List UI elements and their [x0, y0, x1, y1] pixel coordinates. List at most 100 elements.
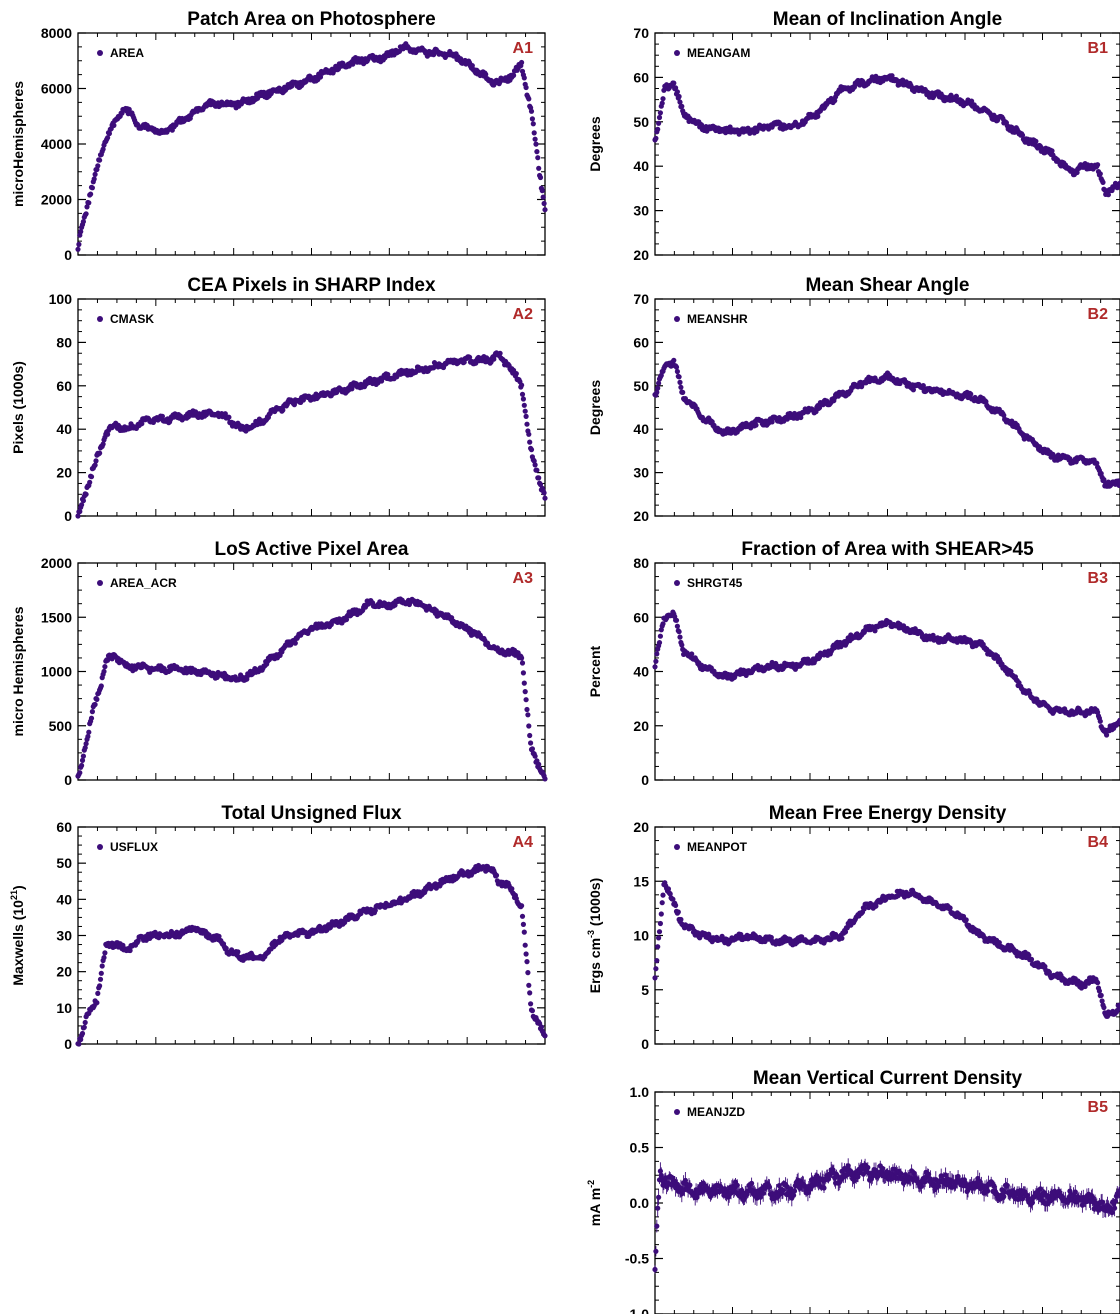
data-point [88, 191, 94, 197]
data-point [292, 640, 298, 646]
y-axis-label: micro Hemispheres [10, 606, 26, 736]
data-point [738, 931, 744, 938]
data-point [77, 770, 83, 776]
panel-b1: Mean of Inclination Angle 20 30 40 50 60 70 Deg… [587, 9, 1120, 263]
data-point [753, 422, 759, 428]
data-point [963, 917, 969, 923]
data-point [91, 176, 97, 182]
data-point [524, 959, 530, 965]
y-tick-label: 10 [56, 1000, 72, 1016]
data-point [1096, 988, 1102, 994]
data-point [1117, 180, 1120, 186]
data-point [534, 467, 540, 473]
data-point [520, 921, 527, 928]
legend-marker [97, 844, 103, 850]
data-point [689, 651, 695, 657]
panel-title: Mean Vertical Current Density [753, 1068, 1023, 1089]
y-tick-label: 30 [633, 465, 649, 481]
y-tick-label: 20 [633, 247, 649, 263]
data-point [159, 413, 165, 419]
y-tick-label: 10 [633, 928, 649, 944]
data-point [656, 380, 662, 386]
data-point [678, 384, 684, 390]
data-point [127, 947, 133, 954]
y-tick-label: 40 [633, 158, 649, 174]
data-point [660, 621, 666, 627]
y-tick-label: 4000 [41, 136, 72, 152]
data-point [674, 368, 681, 375]
data-point [79, 762, 85, 769]
data-point [656, 935, 662, 941]
data-point [527, 990, 533, 996]
data-point [521, 680, 527, 686]
data-point [667, 891, 673, 897]
data-point [519, 660, 526, 666]
data-point [92, 462, 98, 468]
data-point [1099, 998, 1105, 1004]
panel-id-label: A3 [513, 570, 534, 587]
data-point [996, 940, 1002, 946]
data-point [521, 402, 527, 408]
legend-marker [674, 580, 680, 586]
data-point [655, 944, 661, 950]
panel-id-label: B3 [1088, 570, 1109, 587]
y-tick-label: 20 [633, 819, 649, 835]
data-point [872, 628, 878, 634]
data-point [659, 900, 665, 906]
data-point [78, 229, 84, 235]
data-point [531, 130, 537, 136]
data-point [120, 942, 126, 948]
data-point [660, 96, 666, 102]
data-point [657, 920, 664, 927]
data-point [654, 389, 660, 395]
data-point [1082, 983, 1088, 990]
data-point [1101, 477, 1107, 483]
y-tick-label: 0 [641, 772, 649, 788]
y-axis-label: Percent [587, 645, 603, 697]
data-point [953, 93, 960, 99]
y-tick-label: 60 [56, 819, 72, 835]
legend-label: MEANPOT [687, 840, 748, 854]
data-point [541, 490, 547, 496]
y-tick-label: 0 [64, 508, 72, 524]
data-point [535, 155, 541, 161]
data-point [527, 439, 533, 445]
data-point [75, 513, 81, 519]
panel-b3: Fraction of Area with SHEAR>45 0 20 40 60 80 P… [587, 539, 1120, 788]
data-point [102, 950, 108, 956]
data-point [969, 98, 975, 104]
y-axis-label: Maxwells (1021) [9, 885, 26, 985]
data-point [536, 761, 542, 768]
data-point [105, 135, 111, 141]
data-point [540, 194, 546, 200]
data-point [82, 745, 88, 751]
data-point [673, 364, 680, 370]
data-point [75, 246, 81, 252]
plot-frame [654, 298, 1120, 517]
data-point [86, 200, 92, 206]
data-point [88, 474, 95, 480]
legend-label: SHRGT45 [687, 576, 743, 590]
data-point [653, 658, 659, 664]
data-point [524, 706, 530, 713]
panel-a3: LoS Active Pixel Area 0 500 1000 1500 2000 mic… [10, 539, 548, 788]
data-point [87, 479, 93, 485]
data-point [524, 421, 530, 427]
data-point [89, 709, 95, 715]
data-point [97, 976, 104, 982]
data-point [861, 906, 867, 912]
legend-marker [674, 844, 680, 850]
data-point [527, 732, 533, 739]
data-point [769, 419, 775, 425]
data-point [676, 374, 682, 380]
data-point [81, 1024, 87, 1030]
data-point [102, 664, 108, 670]
y-tick-label: 40 [633, 421, 649, 437]
data-point [676, 629, 682, 635]
data-point [654, 958, 660, 964]
data-point [968, 391, 974, 397]
data-point [519, 382, 525, 388]
data-point [671, 80, 677, 86]
data-point [842, 929, 849, 935]
panel-b2: Mean Shear Angle 20 30 40 50 60 70 Degrees MEANS… [587, 275, 1120, 524]
